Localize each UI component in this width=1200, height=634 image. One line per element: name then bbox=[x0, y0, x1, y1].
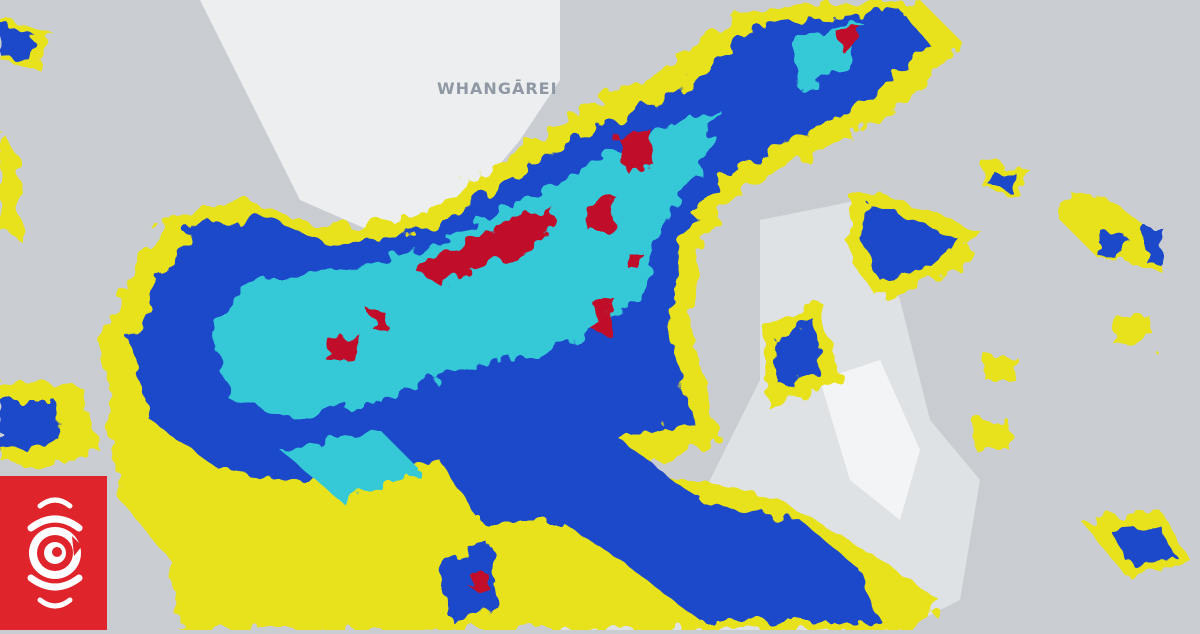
rnz-logo[interactable] bbox=[0, 476, 107, 630]
rain-intense bbox=[328, 25, 860, 588]
place-label-whangarei: WHANGĀREI bbox=[437, 79, 558, 98]
rnz-swirl-logo-icon bbox=[27, 497, 83, 609]
